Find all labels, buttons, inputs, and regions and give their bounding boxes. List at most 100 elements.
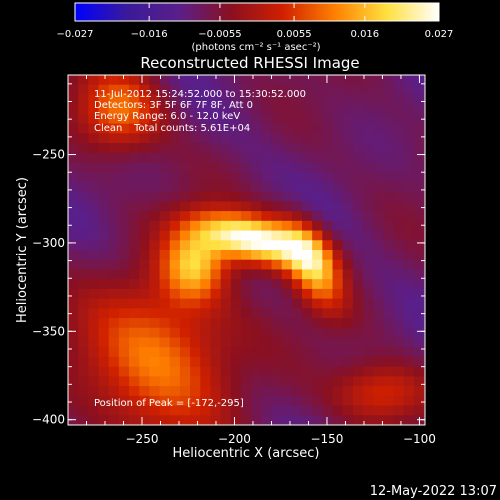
heatmap-cell [403,250,415,261]
heatmap-cell [312,327,323,339]
heatmap-cell [169,318,181,329]
heatmap-cell [78,211,89,222]
heatmap-cell [332,415,344,425]
heatmap-cell [98,327,110,339]
heatmap-cell [352,162,364,173]
heatmap-cell [271,84,283,96]
heatmap-cell [434,289,445,299]
heatmap-cell [88,347,100,358]
heatmap-cell [68,327,79,339]
heatmap-cell [281,318,293,329]
heatmap-cell [363,230,374,241]
heatmap-cell [373,366,384,377]
heatmap-cell [342,308,354,319]
heatmap-cell [301,75,313,86]
heatmap-cell [352,415,364,425]
heatmap-cell [159,347,171,358]
heatmap-cell [108,211,120,222]
heatmap-cell [68,269,79,280]
heatmap-cell [393,143,405,154]
heatmap-cell [240,75,252,86]
heatmap-cell [169,113,181,125]
heatmap-cell [322,405,334,416]
heatmap-cell [413,279,425,290]
heatmap-cell [291,279,303,290]
heatmap-cell [179,386,191,397]
heatmap-cell [179,104,191,115]
heatmap-cell [261,220,273,232]
heatmap-cell [118,259,130,271]
heatmap-cell [230,386,242,397]
heatmap-cell [230,395,242,407]
heatmap-cell [149,327,161,339]
heatmap-cell [220,356,232,368]
heatmap-cell [68,220,79,232]
heatmap-cell [393,104,405,115]
heatmap-cell [129,211,140,222]
heatmap-cell [301,269,313,280]
heatmap-cell [251,172,262,183]
heatmap-cell [139,395,150,407]
heatmap-cell [413,250,425,261]
heatmap-cell [169,337,181,348]
heatmap-cell [403,220,415,232]
heatmap-cell [281,113,293,125]
heatmap-cell [434,269,445,279]
heatmap-cell [220,279,232,290]
heatmap-cell [383,318,395,329]
heatmap-cell [179,143,191,154]
heatmap-cell [210,298,222,309]
heatmap-cell [291,318,303,329]
heatmap-cell [342,259,354,271]
heatmap-cell [332,113,344,125]
heatmap-cell [322,288,334,300]
heatmap-cell [230,123,242,134]
heatmap-cell [322,376,334,387]
heatmap-cell [383,337,395,348]
heatmap-cell [301,191,313,202]
heatmap-cell [118,386,130,397]
heatmap-cell [98,191,110,202]
heatmap-cell [332,250,344,261]
heatmap-cell [413,269,425,280]
heatmap-cell [88,104,100,115]
heatmap-cell [149,386,161,397]
heatmap-cell [169,327,181,339]
heatmap-cell [383,230,395,241]
heatmap-cell [373,327,384,339]
heatmap-cell [240,220,252,232]
heatmap-cell [98,318,110,329]
heatmap-cell [332,259,344,271]
heatmap-cell [251,376,262,387]
heatmap-cell [190,376,201,387]
heatmap-cell [169,75,181,86]
heatmap-cell [169,415,181,425]
heatmap-cell [322,230,334,241]
heatmap-cell [240,104,252,115]
heatmap-cell [342,152,354,164]
annotation-peak: Position of Peak = [-172,-295] [94,398,244,409]
heatmap-cell [251,405,262,416]
heatmap-cell [220,376,232,387]
heatmap-cell [301,143,313,154]
heatmap-cell [271,259,283,271]
heatmap-cell [118,415,130,425]
heatmap-cell [261,376,273,387]
heatmap-cell [342,337,354,348]
heatmap-cell [78,123,89,134]
heatmap-cell [403,259,415,271]
heatmap-cell [169,366,181,377]
heatmap-cell [271,308,283,319]
heatmap-cell [179,181,191,193]
heatmap-cell [342,113,354,125]
heatmap-cell [129,240,140,251]
heatmap-cell [261,327,273,339]
heatmap-cell [149,211,161,222]
heatmap-cell [118,75,130,86]
heatmap-cell [383,211,395,222]
heatmap-cell [179,269,191,280]
heatmap-cell [291,405,303,416]
heatmap-cell [281,191,293,202]
heatmap-cell [139,211,150,222]
heatmap-cell [383,356,395,368]
